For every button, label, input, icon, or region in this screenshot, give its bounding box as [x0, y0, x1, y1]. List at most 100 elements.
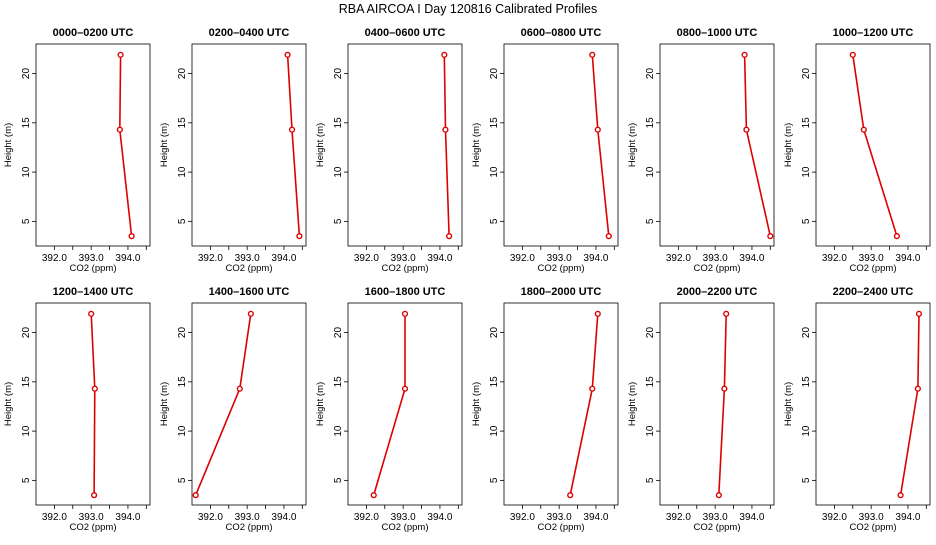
panel-title: 1800–2000 UTC — [521, 286, 602, 298]
data-point — [446, 233, 453, 240]
y-tick-label: 10 — [801, 166, 812, 178]
y-axis-label: Height (m) — [315, 123, 326, 167]
y-tick-label: 10 — [21, 166, 32, 178]
plot-frame — [35, 302, 151, 506]
profile-line — [90, 313, 96, 496]
plot-frame — [503, 302, 619, 506]
profile-line — [852, 54, 898, 237]
x-tick-label: 392.0 — [354, 512, 379, 523]
y-tick-label: 5 — [489, 218, 500, 224]
panel-2: 0200–0400 UTC 392.0 393.0 394.0 5 10 15 20 CO2 (… — [159, 27, 307, 274]
x-tick-label: 393.0 — [79, 253, 104, 264]
data-point — [288, 126, 296, 133]
y-tick-label: 15 — [489, 117, 500, 129]
profile-line — [372, 313, 406, 496]
x-tick-label: 393.0 — [703, 253, 728, 264]
panel-11: 2000–2200 UTC 392.0 393.0 394.0 5 10 15 20 CO2 (… — [627, 286, 775, 533]
profile-line — [591, 54, 610, 237]
y-tick-label: 5 — [333, 477, 344, 483]
profile-line — [194, 313, 252, 496]
y-tick-label: 10 — [645, 425, 656, 437]
data-point — [370, 492, 377, 499]
plot-frame — [659, 43, 775, 247]
x-axis-label: CO2 (ppm) — [70, 522, 117, 533]
data-point — [914, 385, 921, 392]
panel-7: 1200–1400 UTC 392.0 393.0 394.0 5 10 15 20 CO2 (… — [3, 286, 151, 533]
data-point — [128, 233, 135, 240]
panel-12: 2200–2400 UTC 392.0 393.0 394.0 5 10 15 20 CO2 (… — [783, 286, 931, 533]
y-tick-label: 20 — [645, 68, 656, 80]
profile-line — [118, 54, 133, 237]
panel-title: 0600–0800 UTC — [521, 27, 602, 39]
x-axis-label: CO2 (ppm) — [382, 522, 429, 533]
y-axis-label: Height (m) — [3, 382, 14, 426]
plot-frame — [347, 43, 463, 247]
y-tick-label: 5 — [21, 477, 32, 483]
panel-3: 0400–0600 UTC 392.0 393.0 394.0 5 10 15 20 CO2 (… — [315, 27, 463, 274]
data-point — [117, 51, 124, 58]
y-tick-label: 15 — [801, 376, 812, 388]
profile-line — [286, 54, 301, 237]
data-point — [849, 51, 856, 58]
data-point — [247, 310, 254, 317]
y-axis-label: Height (m) — [471, 382, 482, 426]
y-tick-label: 10 — [489, 425, 500, 437]
panel-title: 2000–2200 UTC — [677, 286, 758, 298]
x-tick-label: 393.0 — [859, 512, 884, 523]
panel-8: 1400–1600 UTC 392.0 393.0 394.0 5 10 15 20 CO2 (… — [159, 286, 307, 533]
panel-5: 0800–1000 UTC 392.0 393.0 394.0 5 10 15 20 CO2 (… — [627, 27, 775, 274]
x-tick-label: 392.0 — [666, 512, 691, 523]
y-tick-label: 15 — [21, 376, 32, 388]
data-point — [91, 492, 98, 499]
x-tick-label: 394.0 — [739, 253, 764, 264]
x-axis-label: CO2 (ppm) — [850, 263, 897, 274]
data-point — [401, 385, 409, 392]
y-tick-label: 20 — [801, 68, 812, 80]
x-tick-label: 393.0 — [235, 253, 260, 264]
data-point — [860, 126, 867, 133]
y-tick-label: 5 — [21, 218, 32, 224]
y-tick-label: 20 — [489, 68, 500, 80]
x-tick-label: 392.0 — [666, 253, 691, 264]
profile-line — [569, 313, 599, 496]
x-tick-label: 394.0 — [271, 253, 296, 264]
x-tick-label: 392.0 — [822, 253, 847, 264]
data-point — [915, 310, 923, 317]
y-axis-label: Height (m) — [783, 382, 794, 426]
data-point — [605, 233, 612, 240]
panel-title: 0200–0400 UTC — [209, 27, 290, 39]
x-tick-label: 394.0 — [739, 512, 764, 523]
data-point — [88, 310, 95, 317]
plot-frame — [35, 43, 151, 247]
profile-line — [443, 54, 450, 237]
data-point — [589, 385, 596, 392]
y-tick-label: 10 — [645, 166, 656, 178]
y-tick-label: 10 — [333, 425, 344, 437]
data-point — [741, 51, 748, 58]
y-tick-label: 20 — [645, 327, 656, 339]
x-tick-label: 392.0 — [198, 512, 223, 523]
x-tick-label: 392.0 — [198, 253, 223, 264]
x-tick-label: 392.0 — [822, 512, 847, 523]
y-tick-label: 20 — [333, 327, 344, 339]
data-point — [743, 126, 750, 133]
x-tick-label: 394.0 — [583, 253, 608, 264]
y-tick-label: 5 — [177, 218, 188, 224]
y-axis-label: Height (m) — [627, 382, 638, 426]
data-point — [236, 385, 243, 392]
y-tick-label: 20 — [21, 327, 32, 339]
x-axis-label: CO2 (ppm) — [538, 263, 585, 274]
data-point — [116, 126, 123, 133]
x-axis-label: CO2 (ppm) — [70, 263, 117, 274]
y-tick-label: 5 — [645, 218, 656, 224]
panel-title: 1000–1200 UTC — [833, 27, 914, 39]
x-tick-label: 392.0 — [42, 253, 67, 264]
profile-line — [899, 313, 920, 496]
data-point — [721, 385, 728, 392]
x-tick-label: 393.0 — [235, 512, 260, 523]
data-point — [715, 492, 722, 499]
panel-10: 1800–2000 UTC 392.0 393.0 394.0 5 10 15 20 CO2 (… — [471, 286, 619, 533]
x-tick-label: 392.0 — [510, 512, 535, 523]
y-tick-label: 5 — [801, 477, 812, 483]
